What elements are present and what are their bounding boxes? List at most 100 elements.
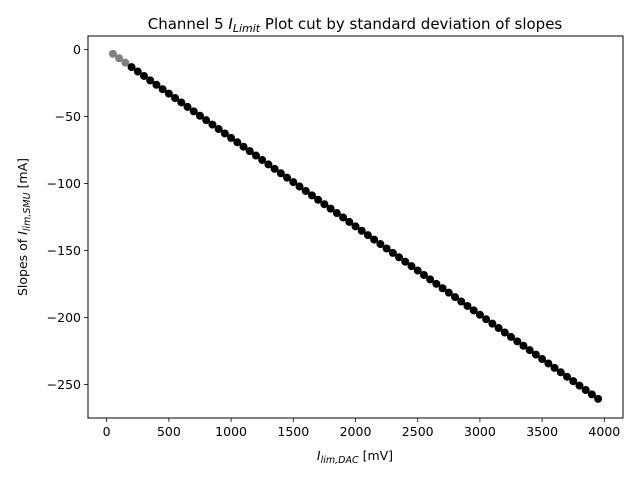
- data-point: [494, 324, 503, 333]
- title-math-main: I: [228, 15, 233, 33]
- data-point: [183, 102, 192, 111]
- data-point: [563, 372, 572, 381]
- data-point: [332, 209, 341, 218]
- x-tick-label: 2000: [340, 424, 372, 439]
- data-points: [108, 49, 603, 403]
- data-point: [233, 138, 242, 147]
- x-axis-label: Ilim,DAC [mV]: [317, 448, 393, 466]
- data-point: [108, 49, 117, 58]
- y-tick-label: −50: [55, 109, 81, 124]
- data-point: [320, 200, 329, 209]
- data-point: [195, 111, 204, 120]
- data-point: [500, 328, 509, 337]
- data-point: [189, 107, 198, 116]
- data-point: [214, 125, 223, 134]
- data-point: [283, 173, 292, 182]
- data-point: [457, 297, 466, 306]
- data-point: [307, 191, 316, 200]
- data-point: [407, 262, 416, 271]
- y-tick-label: −150: [47, 243, 81, 258]
- data-point: [220, 129, 229, 138]
- data-point: [475, 310, 484, 319]
- title-suffix: Plot cut by standard deviation of slopes: [260, 15, 562, 33]
- data-point: [177, 98, 186, 107]
- data-point: [363, 231, 372, 240]
- data-point: [133, 67, 142, 76]
- y-tick-label: −200: [47, 310, 81, 325]
- data-point: [295, 182, 304, 191]
- data-point: [146, 76, 155, 85]
- data-point: [289, 178, 298, 187]
- ylabel-suffix: [mA]: [15, 158, 30, 192]
- data-point: [507, 332, 516, 341]
- data-point: [575, 381, 584, 390]
- data-point: [482, 315, 491, 324]
- data-point: [127, 63, 136, 72]
- y-axis-label: Slopes of Ilim,SMU [mA]: [15, 158, 33, 296]
- data-point: [544, 359, 553, 368]
- data-point: [301, 186, 310, 195]
- data-point: [115, 54, 124, 63]
- x-axis-ticks: 0 500 1000 1500 2000 2500 3000 3500 4000: [103, 418, 620, 439]
- data-point: [413, 266, 422, 275]
- data-point: [208, 120, 217, 129]
- data-point: [270, 164, 279, 173]
- x-tick-label: 3000: [464, 424, 496, 439]
- data-point: [581, 385, 590, 394]
- data-point: [432, 279, 441, 288]
- data-point: [139, 71, 148, 80]
- data-point: [525, 346, 534, 355]
- y-tick-label: −250: [47, 377, 81, 392]
- title-prefix: Channel 5: [148, 15, 229, 33]
- data-point: [314, 195, 323, 204]
- x-tick-label: 1000: [215, 424, 247, 439]
- data-point: [401, 257, 410, 266]
- chart-title: Channel 5 ILimit Plot cut by standard de…: [148, 15, 563, 35]
- x-tick-label: 4000: [588, 424, 620, 439]
- data-point: [171, 94, 180, 103]
- title-math-sub: Limit: [233, 22, 261, 35]
- data-point: [376, 240, 385, 249]
- data-point: [245, 147, 254, 156]
- xlabel-sub: lim,DAC: [321, 455, 359, 466]
- data-point: [556, 368, 565, 377]
- x-tick-label: 1500: [277, 424, 309, 439]
- xlabel-main: I: [317, 448, 321, 463]
- data-point: [345, 217, 354, 226]
- data-point: [370, 235, 379, 244]
- y-tick-label: 0: [73, 42, 81, 57]
- ylabel-main: I: [15, 231, 30, 235]
- data-point: [264, 160, 273, 169]
- data-point: [357, 226, 366, 235]
- ylabel-prefix: Slopes of: [15, 235, 30, 296]
- data-point: [419, 270, 428, 279]
- data-point: [438, 284, 447, 293]
- y-tick-label: −100: [47, 176, 81, 191]
- data-point: [258, 155, 267, 164]
- data-point: [531, 350, 540, 359]
- data-point: [587, 390, 596, 399]
- data-point: [121, 58, 130, 67]
- data-point: [519, 341, 528, 350]
- data-point: [326, 204, 335, 213]
- x-tick-label: 2500: [402, 424, 434, 439]
- plot-frame: [87, 35, 624, 419]
- data-point: [339, 213, 348, 222]
- data-point: [276, 169, 285, 178]
- data-point: [388, 248, 397, 257]
- data-point: [569, 377, 578, 386]
- data-point: [227, 133, 236, 142]
- data-point: [239, 142, 248, 151]
- data-point: [158, 85, 167, 94]
- data-point: [594, 394, 603, 403]
- y-axis-ticks: 0 −50 −100 −150 −200 −250: [47, 42, 88, 392]
- data-point: [451, 293, 460, 302]
- data-point: [351, 222, 360, 231]
- xlabel-suffix: [mV]: [359, 448, 393, 463]
- data-point: [463, 301, 472, 310]
- data-point: [469, 306, 478, 315]
- data-point: [395, 253, 404, 262]
- ylabel-sub: lim,SMU: [22, 192, 33, 231]
- data-point: [251, 151, 260, 160]
